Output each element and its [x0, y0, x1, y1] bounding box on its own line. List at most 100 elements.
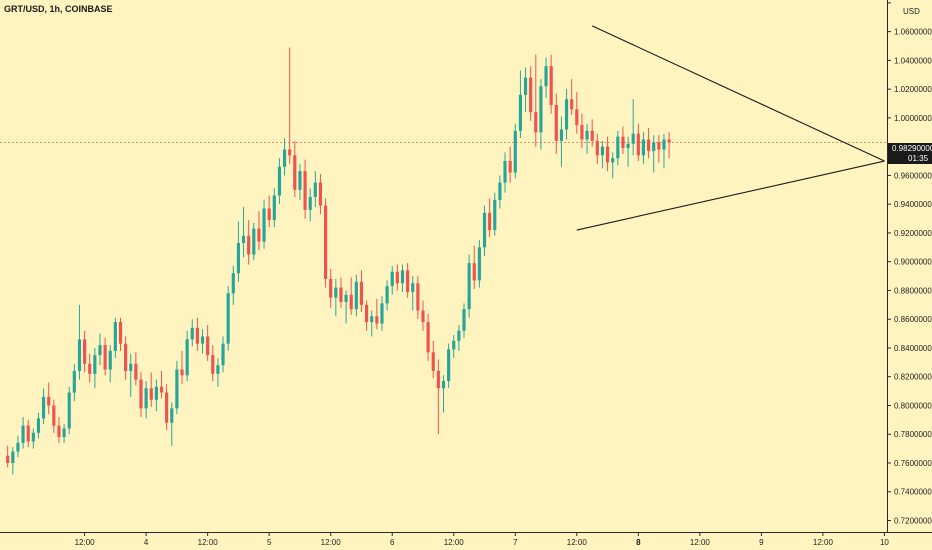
candle[interactable] — [185, 330, 189, 382]
candle[interactable] — [293, 140, 297, 197]
candle[interactable] — [436, 359, 440, 435]
candle[interactable] — [488, 198, 492, 238]
triangle-pattern-lines[interactable] — [576, 25, 885, 231]
candle[interactable] — [159, 370, 164, 399]
candle[interactable] — [523, 67, 528, 113]
candle[interactable] — [129, 353, 133, 397]
candle[interactable] — [559, 116, 564, 167]
candle[interactable] — [411, 276, 415, 311]
candle[interactable] — [303, 159, 307, 219]
candle[interactable] — [662, 133, 666, 169]
candle[interactable] — [313, 171, 317, 208]
candle[interactable] — [154, 379, 158, 412]
candle[interactable] — [252, 222, 256, 261]
candle[interactable] — [641, 132, 646, 164]
candle[interactable] — [564, 89, 569, 140]
candle[interactable] — [262, 199, 266, 249]
candle[interactable] — [590, 119, 594, 147]
candle[interactable] — [575, 92, 579, 134]
candle[interactable] — [339, 277, 343, 308]
candle[interactable] — [11, 447, 15, 475]
candle[interactable] — [200, 329, 205, 354]
candle[interactable] — [421, 300, 425, 331]
candle[interactable] — [380, 296, 384, 331]
candle[interactable] — [400, 264, 405, 292]
candle[interactable] — [318, 173, 323, 215]
candle[interactable] — [646, 127, 651, 159]
candle[interactable] — [16, 435, 20, 458]
plot-area[interactable] — [0, 0, 887, 532]
candle[interactable] — [631, 99, 635, 156]
candle[interactable] — [149, 372, 153, 407]
candle[interactable] — [508, 146, 512, 183]
candle[interactable] — [657, 135, 661, 163]
candle[interactable] — [544, 57, 548, 98]
candle[interactable] — [539, 79, 543, 150]
candle[interactable] — [611, 152, 615, 179]
candle[interactable] — [221, 336, 225, 373]
candle[interactable] — [190, 319, 194, 347]
candle[interactable] — [375, 299, 379, 330]
candle[interactable] — [636, 123, 640, 162]
candle[interactable] — [124, 336, 128, 380]
candle[interactable] — [236, 221, 241, 282]
candle[interactable] — [616, 130, 620, 166]
candle[interactable] — [88, 353, 92, 383]
candle[interactable] — [365, 300, 369, 331]
candle[interactable] — [370, 310, 374, 337]
candle[interactable] — [482, 205, 487, 256]
candle[interactable] — [554, 93, 558, 154]
candle[interactable] — [493, 192, 497, 236]
candle[interactable] — [277, 158, 282, 205]
trendline-upper[interactable] — [591, 25, 885, 162]
candle[interactable] — [113, 317, 117, 359]
candle[interactable] — [334, 278, 338, 317]
candle[interactable] — [231, 266, 235, 305]
candle[interactable] — [498, 175, 502, 209]
candle[interactable] — [349, 277, 353, 315]
candle[interactable] — [595, 133, 599, 164]
candle[interactable] — [226, 286, 230, 351]
candle[interactable] — [472, 245, 476, 290]
candle[interactable] — [31, 428, 35, 449]
candle[interactable] — [549, 54, 553, 114]
candle[interactable] — [108, 345, 112, 383]
candle[interactable] — [180, 350, 184, 384]
candle[interactable] — [308, 188, 312, 222]
candle[interactable] — [431, 340, 435, 379]
candle[interactable] — [344, 290, 348, 324]
candle[interactable] — [513, 123, 517, 179]
candle[interactable] — [118, 317, 123, 351]
candle[interactable] — [462, 303, 466, 338]
candle[interactable] — [21, 416, 25, 449]
candle[interactable] — [580, 113, 584, 149]
candle[interactable] — [57, 416, 61, 443]
candle[interactable] — [323, 198, 328, 288]
candle[interactable] — [529, 66, 533, 121]
candle[interactable] — [477, 240, 481, 288]
candle[interactable] — [667, 132, 671, 159]
candle[interactable] — [72, 363, 76, 402]
candle[interactable] — [144, 381, 148, 419]
candle[interactable] — [457, 324, 461, 351]
candle[interactable] — [282, 138, 287, 176]
candle[interactable] — [288, 47, 292, 164]
candle[interactable] — [47, 382, 51, 415]
candle[interactable] — [406, 263, 410, 298]
time-axis-panel[interactable] — [0, 532, 887, 550]
candle[interactable] — [170, 402, 174, 446]
candle[interactable] — [206, 324, 210, 361]
candle[interactable] — [83, 330, 87, 373]
candle[interactable] — [359, 270, 364, 313]
candle[interactable] — [385, 280, 389, 311]
candle[interactable] — [585, 123, 589, 154]
candle[interactable] — [621, 126, 625, 154]
candle[interactable] — [139, 372, 143, 417]
candle[interactable] — [441, 375, 446, 413]
candle[interactable] — [605, 136, 610, 172]
candle[interactable] — [165, 383, 169, 430]
candle[interactable] — [390, 266, 394, 295]
candle[interactable] — [134, 352, 138, 386]
candle[interactable] — [211, 345, 215, 382]
candle[interactable] — [247, 219, 251, 265]
